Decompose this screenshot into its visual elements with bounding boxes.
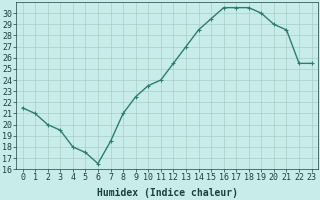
X-axis label: Humidex (Indice chaleur): Humidex (Indice chaleur) bbox=[97, 188, 237, 198]
